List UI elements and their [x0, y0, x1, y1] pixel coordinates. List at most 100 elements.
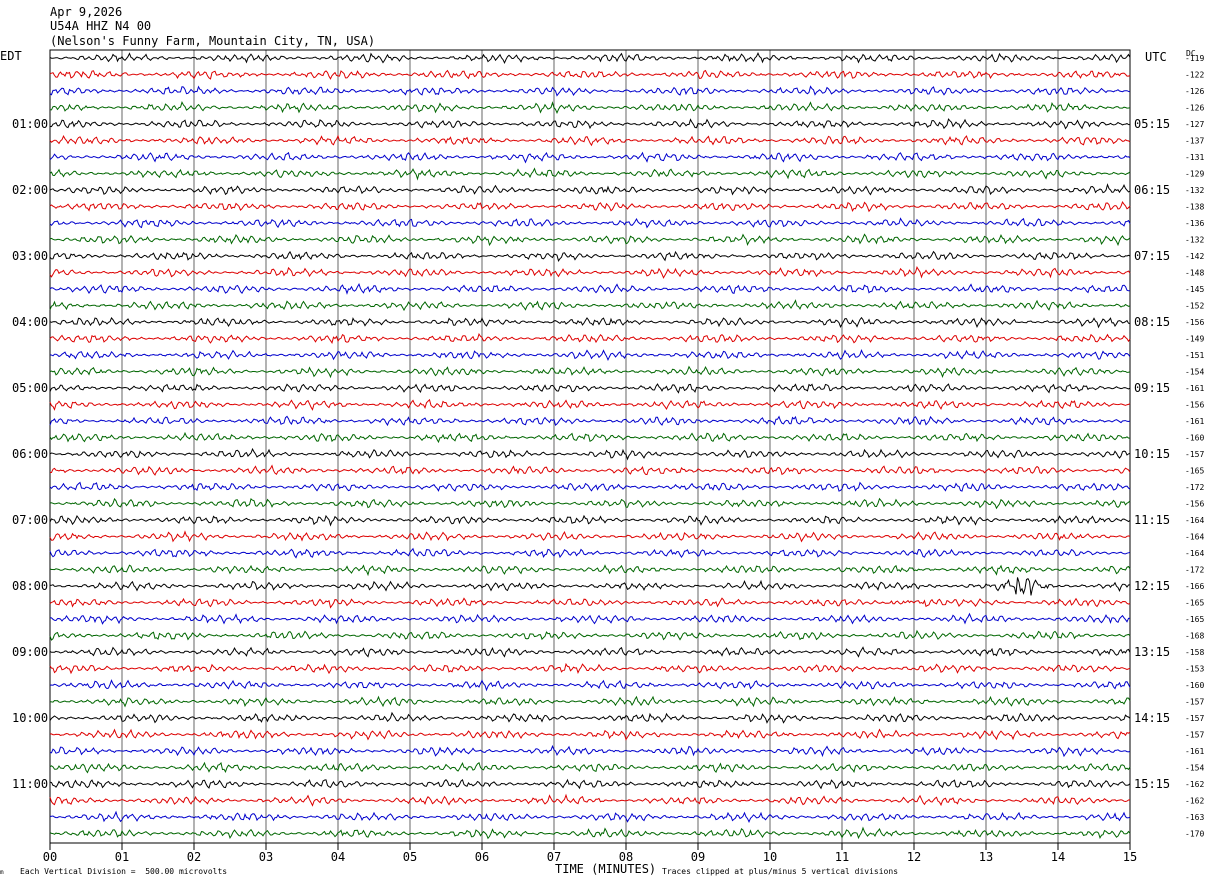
- x-tick-label: 01: [115, 850, 129, 864]
- right-hour-label: 14:15: [1134, 711, 1170, 725]
- header-station: U54A HHZ N4 00: [50, 19, 152, 33]
- dc-offset-label: -168: [1185, 632, 1204, 641]
- dc-offset-label: -154: [1185, 368, 1204, 377]
- trace-row-44: [49, 778, 1131, 790]
- right-timezone-label: UTC: [1145, 50, 1167, 64]
- trace-row-25: [50, 464, 1131, 476]
- x-tick-label: 15: [1123, 850, 1137, 864]
- x-tick-label: 10: [763, 850, 777, 864]
- x-tick-label: 00: [43, 850, 57, 864]
- trace-row-22: [49, 415, 1131, 427]
- dc-offset-label: -122: [1185, 71, 1204, 80]
- dc-offset-label: -126: [1185, 87, 1204, 96]
- trace-row-37: [49, 662, 1131, 675]
- right-hour-label: 06:15: [1134, 183, 1170, 197]
- dc-offset-label: -132: [1185, 186, 1204, 195]
- x-tick-label: 12: [907, 850, 921, 864]
- trace-row-38: [49, 679, 1131, 692]
- dc-offset-label: -153: [1185, 665, 1204, 674]
- x-tick-label: 09: [691, 850, 705, 864]
- right-hour-label: 11:15: [1134, 513, 1170, 527]
- left-hour-label: 11:00: [12, 777, 48, 791]
- trace-row-21: [49, 398, 1131, 411]
- dc-offset-label: -119: [1185, 54, 1204, 63]
- dc-offset-label: -166: [1185, 582, 1204, 591]
- trace-row-27: [49, 497, 1131, 510]
- dc-offset-label: -157: [1185, 698, 1204, 707]
- dc-offset-label: -156: [1185, 401, 1204, 410]
- dc-offset-label: -164: [1185, 516, 1204, 525]
- left-hour-label: 04:00: [12, 315, 48, 329]
- left-hour-label: 03:00: [12, 249, 48, 263]
- trace-row-14: [49, 283, 1131, 295]
- dc-offset-label: -164: [1185, 549, 1204, 558]
- dc-offset-label: -129: [1185, 170, 1204, 179]
- dc-offset-label: -161: [1185, 384, 1204, 393]
- right-hour-label: 15:15: [1134, 777, 1170, 791]
- left-hour-label: 07:00: [12, 513, 48, 527]
- x-tick-label: 08: [619, 850, 633, 864]
- trace-row-43: [49, 761, 1131, 774]
- trace-row-6: [49, 151, 1131, 164]
- right-hour-label: 12:15: [1134, 579, 1170, 593]
- dc-offset-label: -127: [1185, 120, 1204, 129]
- right-hour-label: 08:15: [1134, 315, 1170, 329]
- trace-row-24: [49, 447, 1131, 461]
- trace-row-4: [49, 118, 1131, 130]
- dc-offset-label: -161: [1185, 417, 1204, 426]
- x-tick-label: 14: [1051, 850, 1065, 864]
- x-tick-label: 11: [835, 850, 849, 864]
- right-hour-label: 10:15: [1134, 447, 1170, 461]
- scale-note: Each Vertical Division = 500.00 microvol…: [20, 867, 228, 876]
- x-tick-label: 05: [403, 850, 417, 864]
- dc-offset-label: -157: [1185, 731, 1204, 740]
- dc-offset-label: -165: [1185, 615, 1204, 624]
- trace-row-8: [49, 183, 1131, 196]
- right-hour-label: 07:15: [1134, 249, 1170, 263]
- dc-offset-label: -165: [1185, 599, 1204, 608]
- dc-offset-label: -132: [1185, 236, 1204, 245]
- left-hour-label: 09:00: [12, 645, 48, 659]
- trace-row-35: [49, 629, 1131, 641]
- dc-offset-label: -145: [1185, 285, 1204, 294]
- dc-offset-label: -162: [1185, 780, 1204, 789]
- left-timezone-label: EDT: [0, 49, 22, 63]
- dc-offset-label: -157: [1185, 450, 1204, 459]
- dc-offset-label: -164: [1185, 533, 1204, 542]
- right-hour-label: 09:15: [1134, 381, 1170, 395]
- trace-row-11: [49, 233, 1131, 247]
- left-hour-label: 08:00: [12, 579, 48, 593]
- x-tick-label: 02: [187, 850, 201, 864]
- dc-offset-label: -138: [1185, 203, 1204, 212]
- trace-row-42: [49, 744, 1131, 758]
- dc-offset-label: -151: [1185, 351, 1204, 360]
- trace-row-28: [49, 514, 1131, 527]
- dc-offset-label: -158: [1185, 648, 1204, 657]
- trace-row-30: [49, 547, 1131, 559]
- x-tick-label: 04: [331, 850, 345, 864]
- trace-row-40: [49, 711, 1131, 724]
- dc-offset-label: -126: [1185, 104, 1204, 113]
- plot-frame: [49, 49, 1131, 844]
- right-hour-label: 13:15: [1134, 645, 1170, 659]
- header-site: (Nelson's Funny Farm, Mountain City, TN,…: [50, 34, 376, 48]
- dc-offset-label: -172: [1185, 566, 1204, 575]
- dc-offset-label: -152: [1185, 302, 1204, 311]
- x-axis-label: TIME (MINUTES): [555, 862, 657, 876]
- x-tick-label: 07: [547, 850, 561, 864]
- trace-row-45: [49, 793, 1131, 807]
- trace-row-13: [49, 265, 1131, 279]
- trace-row-9: [49, 201, 1131, 213]
- clip-note: Traces clipped at plus/minus 5 vertical …: [662, 867, 899, 876]
- left-hour-label: 05:00: [12, 381, 48, 395]
- header-date: Apr 9,2026: [50, 5, 123, 19]
- dc-offset-label: -160: [1185, 434, 1204, 443]
- trace-row-32: [49, 577, 1131, 596]
- trace-row-23: [49, 431, 1131, 444]
- trace-row-39: [49, 695, 1131, 708]
- left-hour-label: 10:00: [12, 711, 48, 725]
- trace-row-41: [49, 728, 1131, 741]
- trace-row-5: [49, 134, 1131, 147]
- trace-row-20: [49, 383, 1131, 394]
